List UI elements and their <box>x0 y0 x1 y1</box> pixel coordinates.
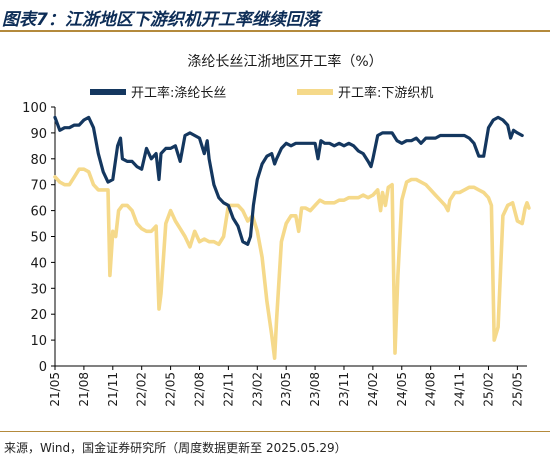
series-layer <box>53 115 531 360</box>
y-tick-label: 80 <box>30 153 47 168</box>
x-tick-label: 21/05 <box>48 372 62 407</box>
x-tick-label: 22/05 <box>164 372 178 407</box>
x-tick-label: 21/11 <box>106 372 120 407</box>
x-tick-label: 23/02 <box>250 372 264 407</box>
figure-header: 图表7：江浙地区下游织机开工率继续回落 <box>0 0 550 32</box>
x-tick-label: 22/11 <box>221 372 235 407</box>
y-tick-label: 70 <box>30 179 47 194</box>
x-tick-label: 23/11 <box>337 372 351 407</box>
y-tick-label: 50 <box>30 231 47 246</box>
legend-label-loom: 开工率:下游织机 <box>338 85 433 101</box>
x-tick-label: 22/02 <box>135 372 149 407</box>
figure-title: 图表7：江浙地区下游织机开工率继续回落 <box>2 10 320 30</box>
x-tick-label: 24/08 <box>424 372 438 407</box>
series-line-filament <box>53 115 524 246</box>
x-tick-label: 23/08 <box>308 372 322 407</box>
y-tick-label: 0 <box>39 360 47 375</box>
y-tick-label: 30 <box>30 282 47 297</box>
y-tick-label: 40 <box>30 256 47 271</box>
x-tick-label: 24/05 <box>395 372 409 407</box>
x-axis: 21/05 21/08 21/11 22/02 22/05 22/08 22/11 23/02… <box>48 365 527 407</box>
y-tick-label: 90 <box>30 127 47 142</box>
y-tick-label: 10 <box>30 334 47 349</box>
x-tick-label: 21/08 <box>77 372 91 407</box>
chart-title: 涤纶长丝江浙地区开工率（%） <box>187 53 382 70</box>
line-chart: 涤纶长丝江浙地区开工率（%） 开工率:涤纶长丝 开工率:下游织机 0 10 20 30… <box>22 53 531 407</box>
y-tick-label: 60 <box>30 205 47 220</box>
legend-label-filament: 开工率:涤纶长丝 <box>131 85 226 101</box>
x-tick-label: 25/05 <box>510 372 524 407</box>
x-tick-label: 25/02 <box>481 372 495 407</box>
x-tick-label: 24/11 <box>453 372 467 407</box>
x-tick-label: 22/08 <box>192 372 206 407</box>
source-divider <box>0 431 550 432</box>
x-tick-label: 24/02 <box>366 372 380 407</box>
y-axis: 0 10 20 30 40 50 60 70 80 90 100 <box>22 101 56 375</box>
x-tick-label: 23/05 <box>279 372 293 407</box>
legend: 开工率:涤纶长丝 开工率:下游织机 <box>90 85 433 101</box>
y-tick-label: 100 <box>22 101 47 116</box>
source-note: 来源，Wind，国金证券研究所（周度数据更新至 2025.05.29） <box>4 441 347 455</box>
series-line-loom <box>53 167 531 360</box>
y-tick-label: 20 <box>30 308 47 323</box>
title-divider <box>0 30 550 32</box>
